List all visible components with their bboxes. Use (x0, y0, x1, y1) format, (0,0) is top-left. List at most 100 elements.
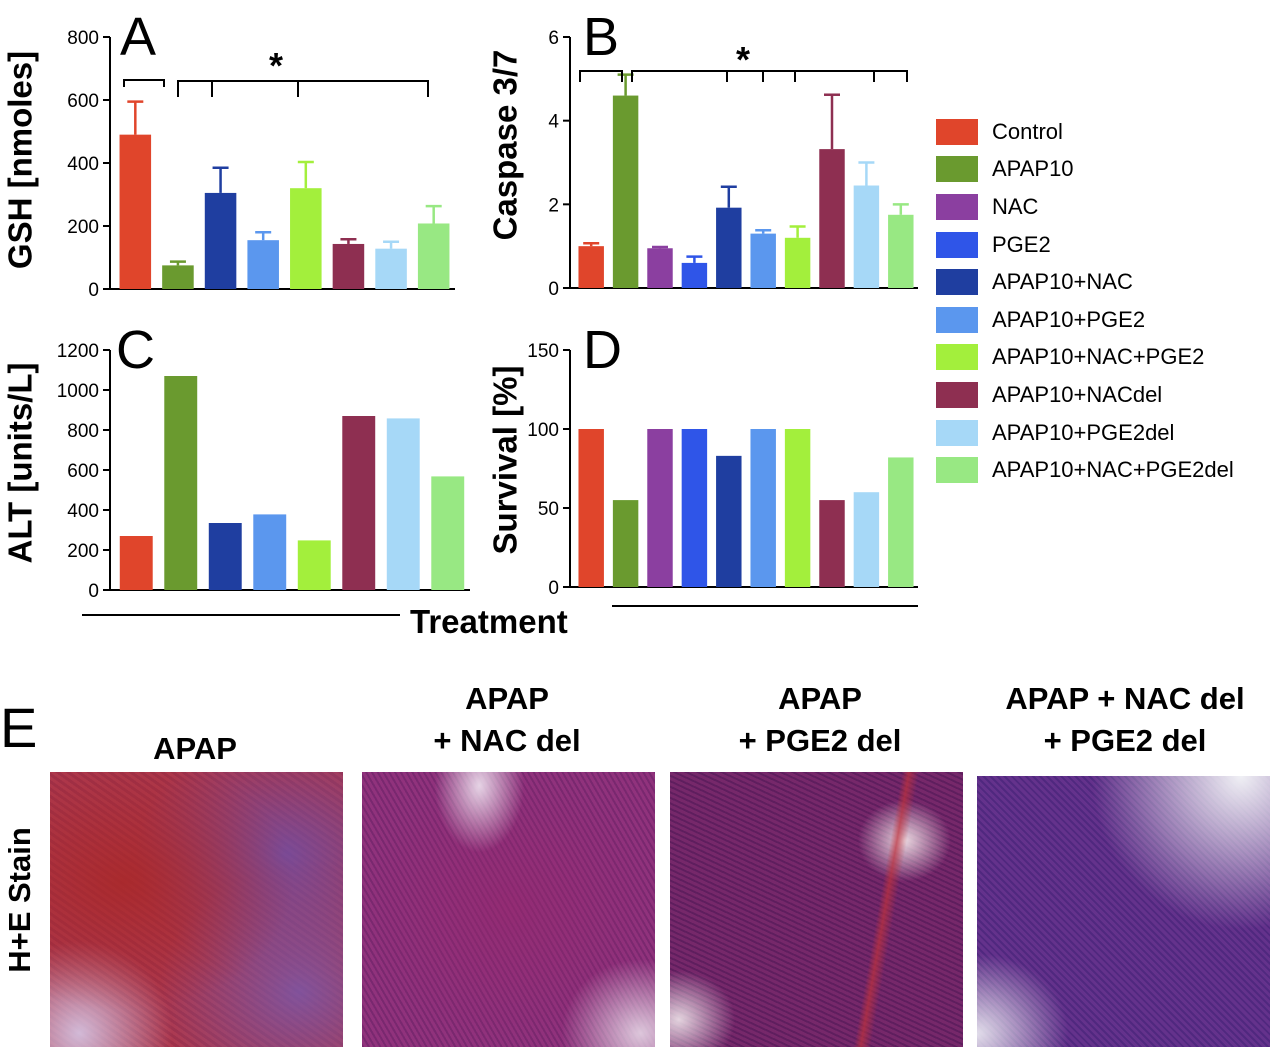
y-tick-label: 800 (67, 421, 99, 442)
panel-letter-d: D (583, 320, 622, 380)
significance-star: * (269, 45, 283, 86)
bar-apap10-nac-pge2del (888, 214, 914, 288)
legend-swatch (936, 457, 978, 484)
legend-swatch (936, 419, 978, 446)
bar-apap10-nac-pge2del (431, 476, 465, 590)
bar-apap10-nac-pge2del (888, 457, 914, 587)
bar-apap10 (612, 500, 639, 587)
bar-apap10 (162, 265, 194, 289)
row-label-he-stain: H+E Stain (2, 827, 37, 973)
panel-letter-e: E (0, 696, 38, 759)
bar-apap10-nac (204, 192, 237, 289)
legend-label: NAC (992, 193, 1039, 219)
legend-label: APAP10+NAC+PGE2del (992, 457, 1234, 483)
legend-swatch (936, 381, 978, 408)
legend-item-apap10-nac-pge2del: APAP10+NAC+PGE2del (936, 451, 1234, 489)
legend-swatch (936, 306, 978, 333)
legend-item-pge2: PGE2 (936, 226, 1234, 264)
legend-item-apap10-pge2: APAP10+PGE2 (936, 301, 1234, 339)
y-tick-label: 400 (67, 154, 99, 175)
bar-apap10-nacdel (819, 149, 845, 288)
bar-pge2 (681, 429, 708, 587)
bar-apap10-pge2del (375, 248, 407, 289)
x-axis-label-treatment: Treatment (410, 603, 568, 640)
bar-control (578, 429, 604, 587)
chart-panel-c: 0 200 400 600 800 1000 1200 (57, 341, 470, 602)
bar-apap10-nac (208, 523, 242, 590)
bar-apap10-pge2del (386, 418, 420, 590)
histology-image-apap-pge2-del (670, 772, 963, 1047)
bar-control (119, 134, 152, 289)
panel-letter-c: C (116, 320, 155, 380)
legend-label: Control (992, 118, 1063, 144)
legend-label: APAP10+NACdel (992, 381, 1163, 407)
bar-apap10-nac-pge2 (290, 188, 322, 289)
legend-label: APAP10+NAC (992, 269, 1133, 295)
bar-apap10-nac (716, 455, 742, 587)
y-tick-label: 6 (548, 28, 559, 49)
y-tick-label: 200 (67, 541, 99, 562)
y-tick-label: 100 (527, 420, 559, 441)
legend-label: APAP10 (992, 156, 1074, 182)
y-tick-label: 0 (548, 578, 559, 599)
histology-title-1: APAP (153, 731, 237, 766)
bar-apap10-nac-pge2del (417, 223, 450, 289)
y-tick-label: 600 (67, 461, 99, 482)
bar-apap10-pge2 (750, 233, 776, 288)
bar-apap10-pge2del (853, 492, 880, 587)
legend-swatch (936, 156, 978, 183)
y-tick-label: 4 (548, 112, 559, 133)
chart-panel-d: 0 50 100 150 (527, 341, 918, 599)
y-tick-label: 200 (67, 217, 99, 238)
bar-nac (647, 429, 673, 587)
bar-nac (647, 248, 673, 288)
significance-bracket (123, 79, 165, 87)
legend-swatch (936, 118, 978, 145)
panel-letter-a: A (120, 7, 157, 67)
significance-star: * (736, 39, 750, 80)
bar-apap10-nacdel (332, 243, 365, 289)
y-tick-label: 0 (548, 279, 559, 300)
chart-panel-a: 0 200 400 600 800 * (67, 28, 455, 301)
bar-apap10-nacdel (342, 416, 376, 590)
histology-image-apap-nac-pge2-del (977, 776, 1270, 1047)
bar-apap10-pge2 (247, 240, 279, 289)
y-tick-label: 50 (538, 499, 559, 520)
histology-image-apap-nac-del (362, 772, 655, 1047)
legend-swatch (936, 231, 978, 258)
y-tick-label: 150 (527, 341, 559, 362)
y-tick-label: 2 (548, 195, 559, 216)
significance-bracket (579, 70, 623, 82)
charts-canvas: 0200400600800*0246*020040060080010001200… (57, 28, 918, 616)
y-tick-label: 800 (67, 28, 99, 49)
histology-title-3: APAP + PGE2 del (738, 681, 902, 758)
legend-item-apap10: APAP10 (936, 151, 1234, 189)
bar-apap10-nacdel (819, 500, 845, 587)
bar-apap10-pge2del (853, 185, 880, 288)
legend-label: APAP10+PGE2del (992, 419, 1175, 445)
legend-swatch (936, 344, 978, 371)
y-tick-label: 1200 (57, 341, 99, 362)
y-tick-label: 0 (88, 280, 99, 301)
significance-bracket (631, 70, 908, 82)
bar-apap10-pge2 (253, 514, 287, 590)
histology-title-4: APAP + NAC del + PGE2 del (1005, 681, 1245, 758)
bar-apap10 (612, 95, 639, 288)
legend-item-apap10-nac-pge2: APAP10+NAC+PGE2 (936, 339, 1234, 377)
bar-apap10-nac-pge2 (297, 540, 331, 590)
bar-apap10-nac-pge2 (784, 237, 811, 288)
bar-apap10 (164, 376, 198, 590)
bar-pge2 (681, 262, 708, 288)
legend: Control APAP10 NAC PGE2 APAP10+NAC APAP1… (936, 113, 1234, 489)
histology-image-apap (50, 772, 343, 1047)
bar-apap10-pge2 (750, 429, 776, 587)
significance-bracket (177, 80, 429, 97)
panel-letter-b: B (583, 7, 620, 67)
bar-control (119, 536, 153, 590)
legend-swatch (936, 269, 978, 296)
y-tick-label: 1000 (57, 381, 99, 402)
chart-panel-b: 0 2 4 6 * (548, 28, 918, 300)
histology-title-2: APAP + NAC del (433, 681, 581, 758)
bar-apap10-nac (716, 207, 742, 288)
bar-control (578, 246, 604, 288)
